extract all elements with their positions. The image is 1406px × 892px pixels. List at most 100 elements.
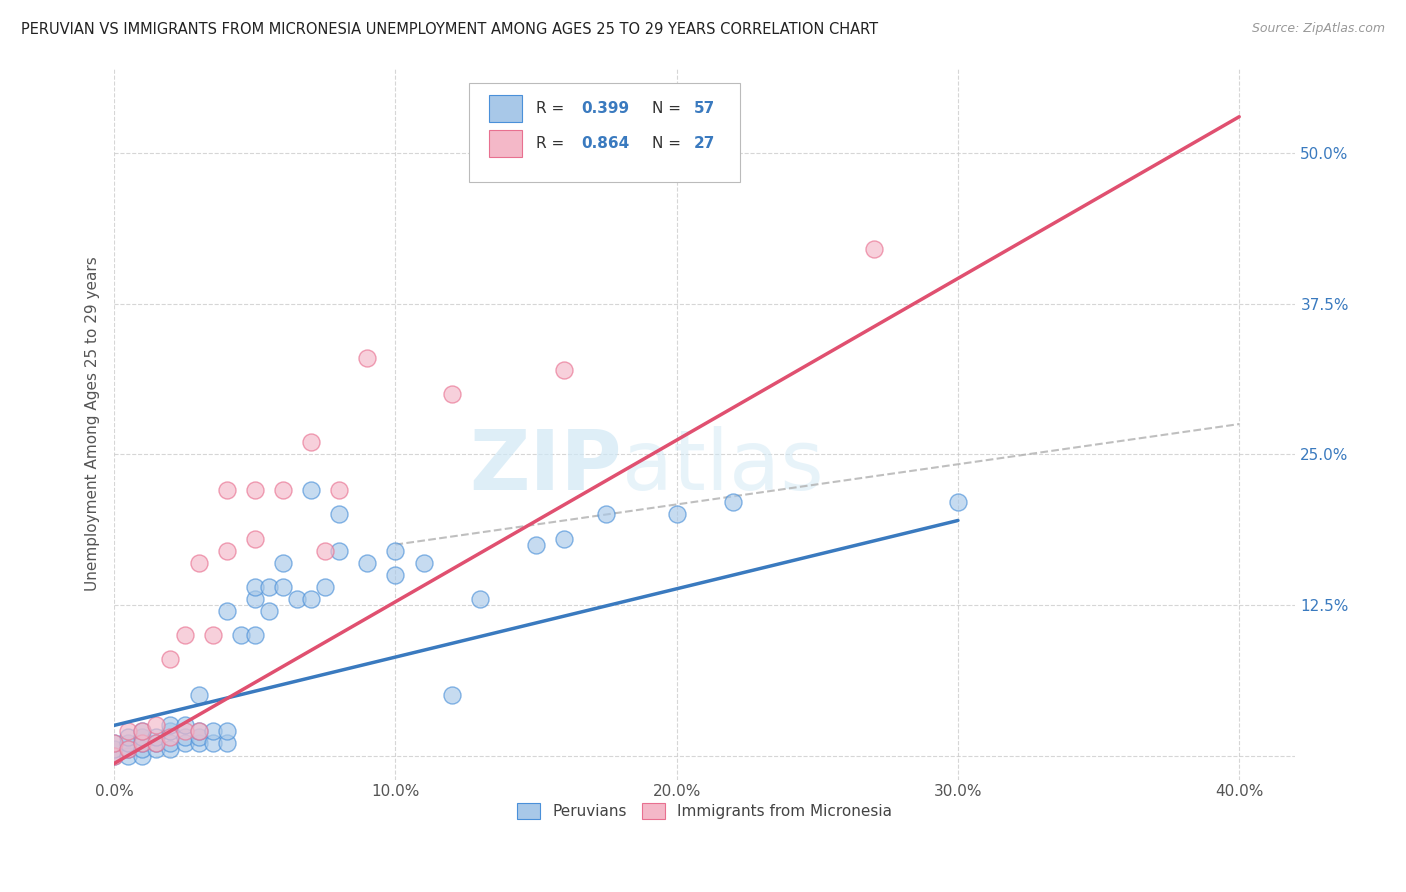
Point [285, 591, 308, 606]
Point [243, 628, 266, 642]
Text: 27: 27 [695, 136, 716, 152]
Point [665, 508, 688, 522]
Point [215, 483, 238, 498]
Point [468, 591, 491, 606]
Point [215, 604, 238, 618]
Point [524, 538, 547, 552]
Point [201, 724, 224, 739]
Point [243, 580, 266, 594]
Point [173, 628, 195, 642]
Point [271, 483, 294, 498]
Point [440, 387, 463, 401]
Legend: Peruvians, Immigrants from Micronesia: Peruvians, Immigrants from Micronesia [512, 797, 898, 825]
Point [215, 543, 238, 558]
Point [187, 736, 209, 750]
Point [187, 688, 209, 702]
Point [131, 736, 153, 750]
FancyBboxPatch shape [489, 130, 522, 157]
Point [356, 351, 378, 365]
Point [243, 591, 266, 606]
Point [328, 543, 350, 558]
Point [173, 731, 195, 745]
Text: atlas: atlas [621, 426, 824, 508]
Point [145, 742, 167, 756]
Point [131, 724, 153, 739]
Point [131, 748, 153, 763]
Point [159, 724, 181, 739]
Point [117, 736, 139, 750]
Point [201, 736, 224, 750]
Point [215, 736, 238, 750]
Text: R =: R = [536, 136, 569, 152]
Text: 57: 57 [695, 101, 716, 116]
Point [131, 731, 153, 745]
Text: Source: ZipAtlas.com: Source: ZipAtlas.com [1251, 22, 1385, 36]
Point [117, 742, 139, 756]
Point [103, 742, 125, 756]
Point [271, 556, 294, 570]
Point [173, 736, 195, 750]
Point [257, 604, 280, 618]
Point [328, 483, 350, 498]
Point [356, 556, 378, 570]
Point [173, 724, 195, 739]
Point [553, 363, 575, 377]
Point [299, 435, 322, 450]
Point [159, 652, 181, 666]
Point [145, 736, 167, 750]
Point [595, 508, 617, 522]
Point [862, 242, 884, 256]
Point [299, 483, 322, 498]
Point [271, 580, 294, 594]
Point [145, 736, 167, 750]
Point [328, 508, 350, 522]
Point [384, 543, 406, 558]
Point [440, 688, 463, 702]
Point [145, 718, 167, 732]
Text: N =: N = [651, 101, 686, 116]
Point [159, 736, 181, 750]
Point [187, 724, 209, 739]
Point [103, 736, 125, 750]
Y-axis label: Unemployment Among Ages 25 to 29 years: Unemployment Among Ages 25 to 29 years [86, 257, 100, 591]
Point [159, 742, 181, 756]
Point [117, 742, 139, 756]
Point [131, 724, 153, 739]
Text: 0.864: 0.864 [581, 136, 628, 152]
Point [314, 543, 336, 558]
Point [131, 736, 153, 750]
Point [229, 628, 252, 642]
Text: 0.399: 0.399 [581, 101, 628, 116]
Point [117, 724, 139, 739]
Point [201, 628, 224, 642]
Point [117, 731, 139, 745]
Point [117, 748, 139, 763]
Text: ZIP: ZIP [470, 426, 621, 508]
Point [173, 718, 195, 732]
Point [187, 556, 209, 570]
Point [257, 580, 280, 594]
Point [384, 567, 406, 582]
Text: N =: N = [651, 136, 686, 152]
Point [187, 731, 209, 745]
Point [145, 731, 167, 745]
Text: R =: R = [536, 101, 569, 116]
FancyBboxPatch shape [489, 95, 522, 122]
FancyBboxPatch shape [468, 83, 741, 182]
Point [103, 748, 125, 763]
Point [243, 483, 266, 498]
Point [946, 495, 969, 509]
Point [159, 718, 181, 732]
Point [553, 532, 575, 546]
Point [159, 731, 181, 745]
Point [103, 736, 125, 750]
Text: PERUVIAN VS IMMIGRANTS FROM MICRONESIA UNEMPLOYMENT AMONG AGES 25 TO 29 YEARS CO: PERUVIAN VS IMMIGRANTS FROM MICRONESIA U… [21, 22, 879, 37]
Point [314, 580, 336, 594]
Point [131, 742, 153, 756]
Point [412, 556, 434, 570]
Point [215, 724, 238, 739]
Point [103, 748, 125, 763]
Point [721, 495, 744, 509]
Point [187, 724, 209, 739]
Point [299, 591, 322, 606]
